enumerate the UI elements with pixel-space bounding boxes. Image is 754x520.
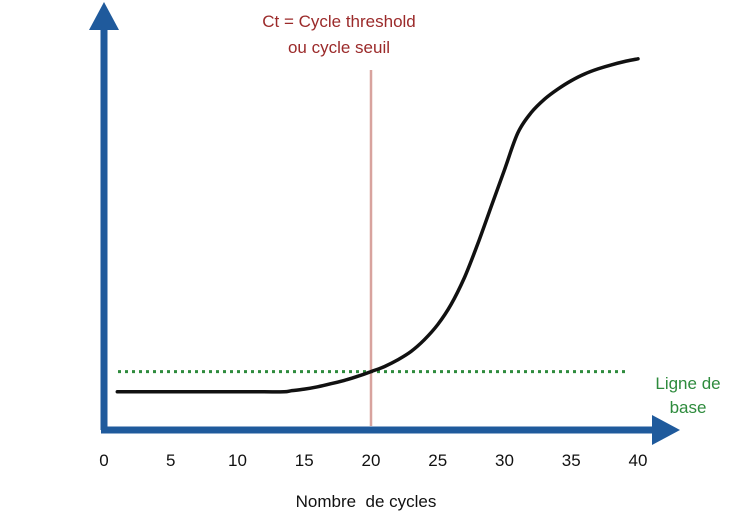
threshold-label-line1: Ct = Cycle threshold	[262, 12, 416, 31]
baseline-label-line2: base	[670, 398, 707, 417]
x-tick-label: 35	[562, 451, 581, 470]
baseline-label-line1: Ligne de	[655, 374, 720, 393]
x-tick-label: 5	[166, 451, 175, 470]
x-tick-label: 15	[295, 451, 314, 470]
amplification-curve	[115, 57, 640, 394]
x-tick-label: 30	[495, 451, 514, 470]
x-tick-label: 25	[428, 451, 447, 470]
x-axis-arrow-icon	[652, 415, 680, 445]
x-tick-label: 40	[629, 451, 648, 470]
x-tick-label: 10	[228, 451, 247, 470]
threshold-label-line2: ou cycle seuil	[288, 38, 390, 57]
x-axis-label: Nombre de cycles	[296, 492, 437, 511]
x-tick-labels: 0 5 10 15 20 25 30 35 40	[99, 451, 647, 470]
y-axis-arrow-icon	[89, 2, 119, 30]
x-tick-label: 0	[99, 451, 108, 470]
x-tick-label: 20	[362, 451, 381, 470]
